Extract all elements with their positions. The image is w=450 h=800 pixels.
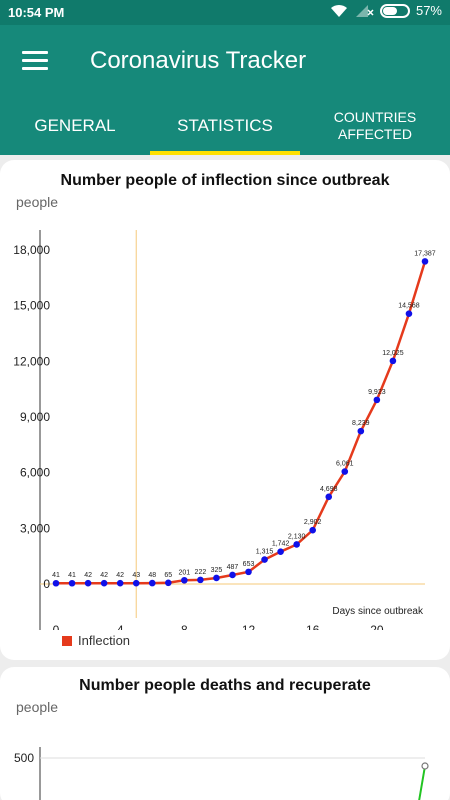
x-tick-label: 0 [53, 623, 60, 630]
data-point [293, 541, 300, 548]
data-point [165, 579, 172, 587]
data-label: 1,315 [256, 549, 274, 556]
data-label: 6,061 [336, 461, 354, 468]
data-label: 42 [100, 572, 108, 579]
legend-swatch [62, 635, 72, 646]
battery-percentage: 57% [415, 3, 442, 18]
y-tick-label: 6,000 [20, 466, 50, 480]
y-tick-label: 0 [43, 577, 50, 591]
deaths-chart-card: Number people deaths and recuperate peop… [0, 667, 450, 800]
hamburger-menu-icon[interactable] [22, 51, 48, 71]
chart2-ylabel: people [16, 699, 59, 715]
status-bar: 10:54 PM 57% [0, 0, 450, 25]
tab-statistics[interactable]: STATISTICS [177, 116, 273, 135]
data-label: 487 [227, 564, 239, 571]
x-tick-label: 4 [117, 623, 124, 630]
series-line-inflection [56, 261, 427, 585]
data-point [84, 579, 92, 587]
x-tick-label: 8 [181, 623, 188, 630]
data-point [341, 468, 349, 475]
data-label: 65 [164, 572, 172, 579]
data-point [373, 396, 381, 404]
data-label: 41 [68, 572, 76, 579]
data-point [325, 493, 333, 501]
data-point [405, 310, 413, 317]
chart2-title: Number people deaths and recuperate [79, 677, 371, 694]
data-point [389, 357, 397, 365]
data-label: 42 [84, 572, 92, 579]
chart-title: Number people of inflection since outbre… [60, 172, 390, 189]
signal-icon [355, 4, 374, 17]
data-label: 43 [132, 572, 140, 579]
infection-chart-card: Number people of inflection since outbre… [0, 160, 450, 660]
wifi-icon [330, 4, 347, 17]
y-tick-label: 12,000 [13, 354, 50, 368]
tab-countries-affected[interactable]: COUNTRIES AFFECTED [333, 109, 417, 142]
tab-bar: GENERAL STATISTICS COUNTRIES AFFECTED [0, 97, 450, 155]
data-point [100, 579, 108, 587]
data-label: 9,923 [368, 389, 386, 396]
data-label: 4,698 [320, 486, 338, 493]
data-label: 325 [211, 567, 223, 574]
x-tick-label: 20 [370, 623, 384, 630]
legend-label: Inflection [78, 633, 131, 648]
data-point [197, 576, 204, 584]
data-point [132, 579, 140, 587]
y-tick-label: 3,000 [20, 521, 50, 535]
status-time: 10:54 PM [8, 5, 65, 20]
y-tick-label: 15,000 [13, 299, 50, 313]
y-tick-label: 18,000 [13, 243, 50, 257]
data-point [309, 526, 316, 534]
x-axis-label: Days since outbreak [332, 606, 424, 617]
data-label: 12,025 [382, 350, 404, 357]
data-point [357, 427, 365, 435]
data-point [421, 762, 429, 770]
data-label: 653 [243, 561, 255, 568]
data-point [68, 579, 76, 587]
chart-ylabel: people [16, 194, 59, 210]
data-point [229, 571, 236, 579]
data-label: 41 [52, 572, 60, 579]
series-line-recovered [418, 765, 426, 800]
data-label: 2,130 [288, 533, 306, 540]
data-label: 201 [179, 569, 191, 576]
data-label: 1,742 [272, 541, 290, 548]
app-bar: Coronavirus Tracker [0, 25, 450, 97]
data-label: 222 [195, 569, 207, 576]
data-label: 14,568 [398, 303, 420, 310]
data-point [421, 258, 429, 265]
data-point [116, 579, 124, 587]
chart-legend: Inflection [62, 633, 130, 648]
data-label: 17,387 [414, 250, 436, 257]
data-label: 48 [148, 572, 156, 579]
app-title: Coronavirus Tracker [90, 47, 307, 74]
data-label: 8,239 [352, 420, 370, 427]
battery-icon [379, 3, 410, 18]
data-point [52, 579, 60, 587]
y-tick-label: 9,000 [20, 410, 50, 424]
data-point [148, 579, 156, 587]
deaths-line-chart[interactable]: 500 [0, 667, 450, 800]
data-point [277, 548, 284, 555]
y-tick-label: 500 [14, 751, 34, 765]
data-point [261, 556, 268, 563]
tab-general[interactable]: GENERAL [34, 116, 116, 135]
x-tick-label: 12 [242, 623, 256, 630]
data-point [213, 574, 220, 582]
x-tick-label: 16 [306, 623, 320, 630]
data-point [181, 576, 188, 584]
data-point [245, 568, 252, 576]
tab-indicator [150, 151, 300, 155]
data-label: 2,902 [304, 519, 322, 526]
data-label: 42 [116, 572, 124, 579]
